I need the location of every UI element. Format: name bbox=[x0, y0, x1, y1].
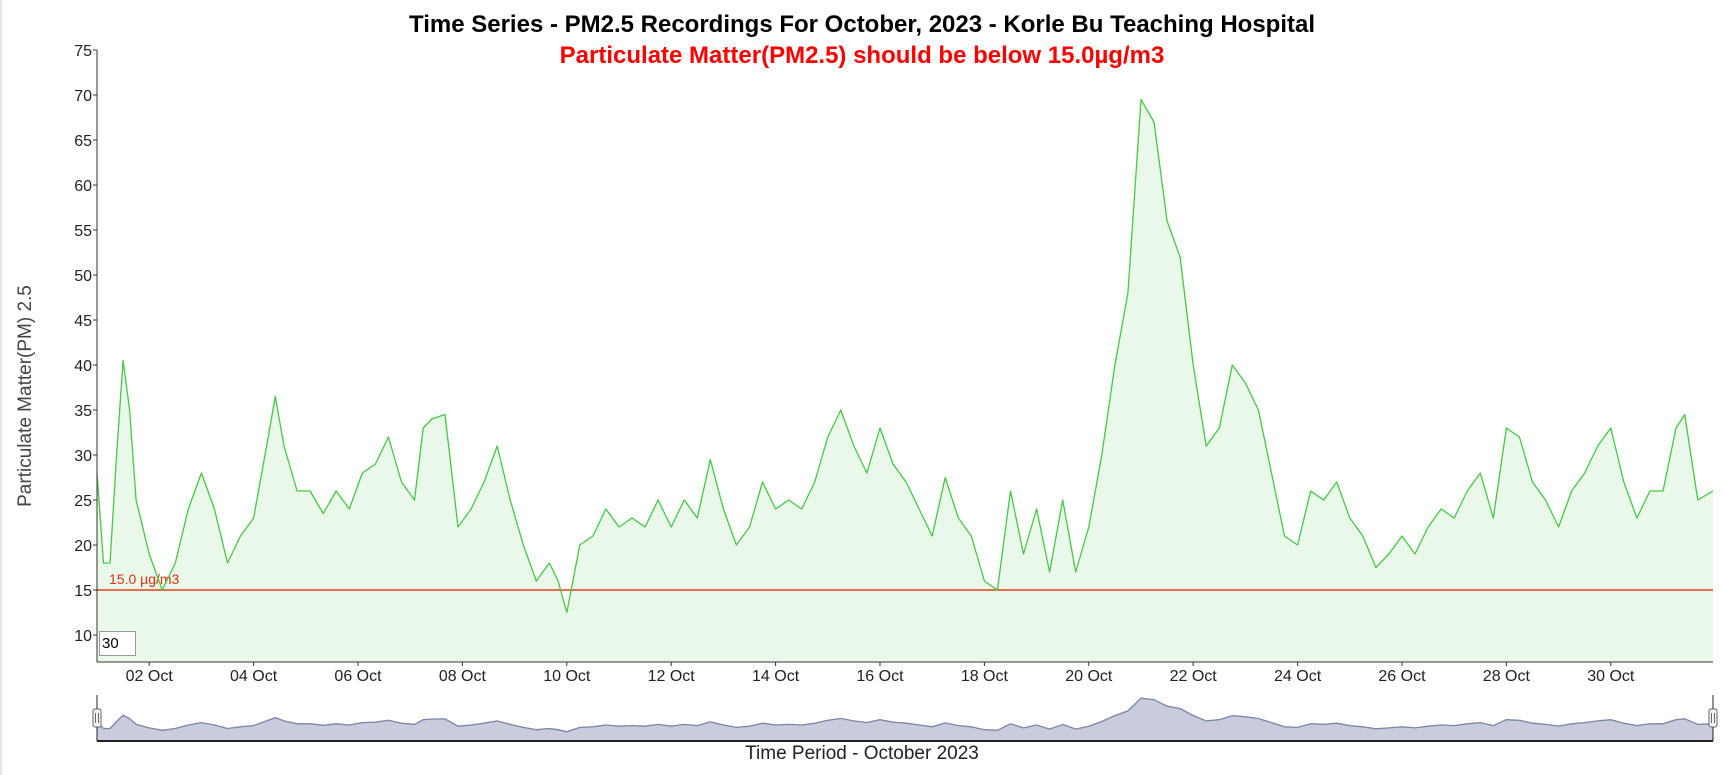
x-tick-label: 08 Oct bbox=[439, 668, 487, 685]
x-tick-label: 22 Oct bbox=[1170, 668, 1218, 685]
x-tick-label: 14 Oct bbox=[752, 668, 800, 685]
y-tick-label: 75 bbox=[74, 43, 92, 60]
y-axis-label: Particulate Matter(PM) 2.5 bbox=[15, 285, 36, 507]
navigator-right-handle[interactable] bbox=[1708, 708, 1718, 728]
x-tick-label: 12 Oct bbox=[648, 668, 696, 685]
y-tick-label: 10 bbox=[74, 628, 92, 645]
y-tick-label: 40 bbox=[74, 358, 92, 375]
y-tick-label: 15 bbox=[74, 583, 92, 600]
window-left-edge bbox=[0, 0, 2, 775]
y-axis: 10 15 20 25 30 35 40 45 50 55 60 65 70 75 bbox=[74, 43, 98, 662]
series-area bbox=[97, 99, 1713, 662]
y-tick-label: 55 bbox=[74, 223, 92, 240]
series-line bbox=[96, 98, 1714, 614]
x-tick-label: 18 Oct bbox=[961, 668, 1009, 685]
navigator-area bbox=[97, 698, 1713, 741]
x-tick-label: 16 Oct bbox=[856, 668, 904, 685]
x-tick-label: 26 Oct bbox=[1378, 668, 1426, 685]
navigator-left-handle[interactable] bbox=[92, 708, 102, 728]
navigator-line bbox=[96, 697, 1714, 733]
x-tick-label: 28 Oct bbox=[1483, 668, 1531, 685]
plot-area[interactable]: 15.0 µg/m3 bbox=[96, 98, 1714, 663]
x-tick-label: 04 Oct bbox=[230, 668, 278, 685]
y-tick-label: 60 bbox=[74, 178, 92, 195]
y-tick-label: 70 bbox=[74, 88, 92, 105]
y-tick-label: 20 bbox=[74, 538, 92, 555]
x-tick-label: 02 Oct bbox=[126, 668, 174, 685]
x-tick-label: 24 Oct bbox=[1274, 668, 1322, 685]
handle-grip bbox=[1708, 708, 1718, 728]
y-tick-label: 35 bbox=[74, 403, 92, 420]
x-tick-label: 06 Oct bbox=[334, 668, 382, 685]
y-tick-label: 50 bbox=[74, 268, 92, 285]
x-tick-label: 10 Oct bbox=[543, 668, 591, 685]
reference-line-label: 15.0 µg/m3 bbox=[109, 571, 180, 587]
y-tick-label: 45 bbox=[74, 313, 92, 330]
y-tick-label: 30 bbox=[74, 448, 92, 465]
chart-subtitle: Particulate Matter(PM2.5) should be belo… bbox=[559, 42, 1165, 69]
x-tick-label: 20 Oct bbox=[1065, 668, 1113, 685]
range-navigator[interactable] bbox=[92, 695, 1718, 742]
x-tick-label: 30 Oct bbox=[1587, 668, 1635, 685]
x-axis: 02 Oct 04 Oct 06 Oct 08 Oct 10 Oct 12 Oct 14 O… bbox=[97, 661, 1713, 685]
roll-period-input[interactable] bbox=[99, 631, 136, 656]
handle-grip bbox=[92, 708, 102, 728]
y-tick-label: 65 bbox=[74, 133, 92, 150]
chart-title: Time Series - PM2.5 Recordings For Octob… bbox=[408, 11, 1316, 38]
y-tick-label: 25 bbox=[74, 493, 92, 510]
x-axis-label: Time Period - October 2023 bbox=[745, 743, 979, 764]
